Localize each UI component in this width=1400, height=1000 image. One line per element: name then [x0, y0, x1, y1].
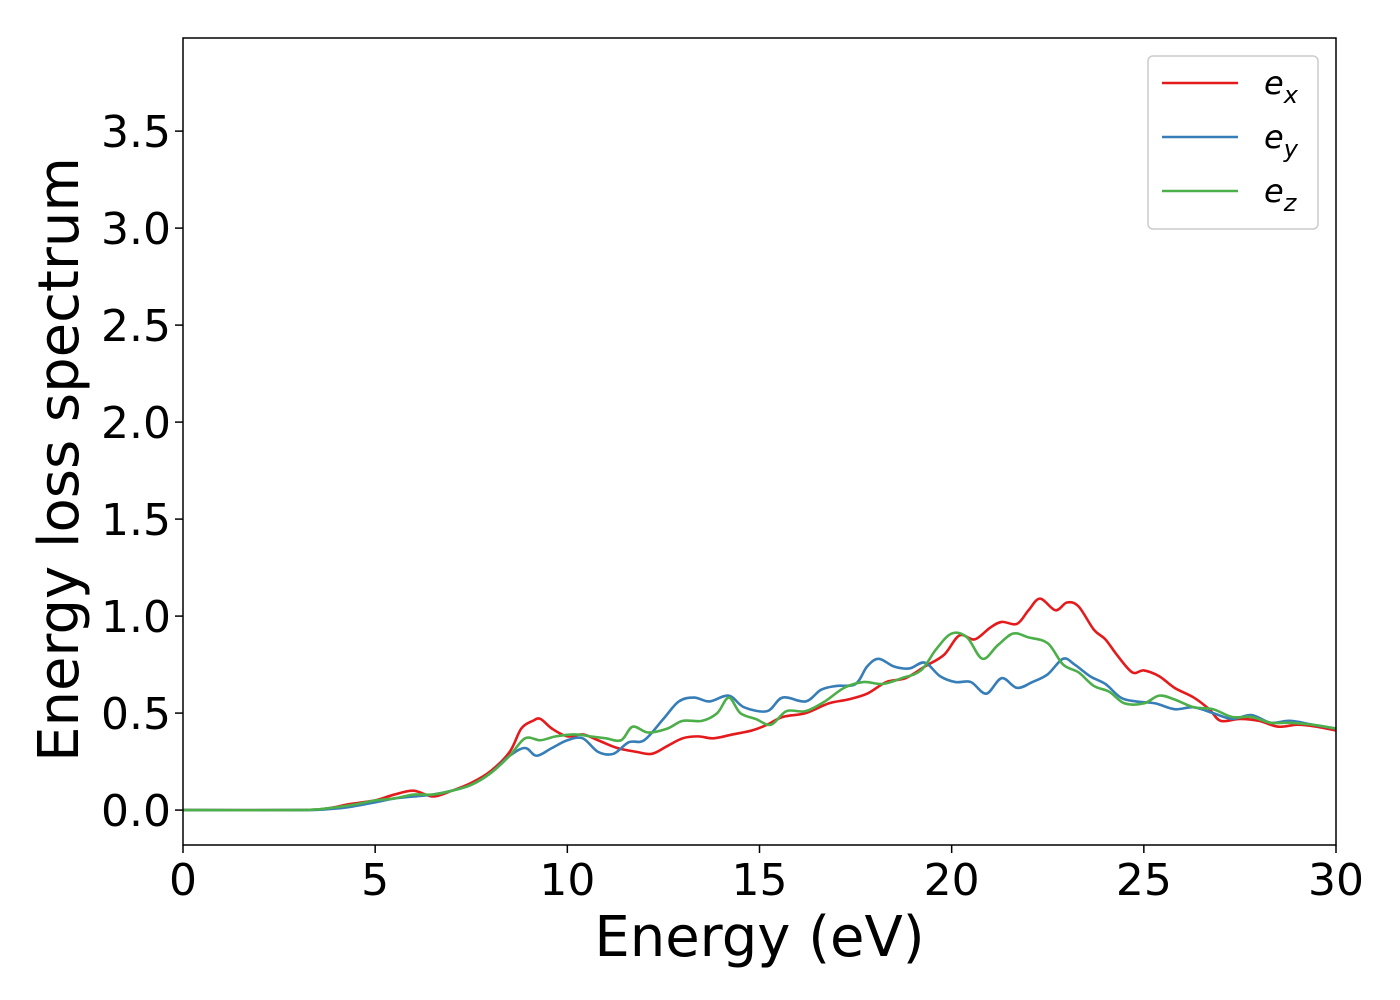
- x-tick-label: 20: [924, 855, 980, 906]
- y-tick-label: 0.0: [101, 786, 171, 837]
- series-line-ex: [183, 597, 1336, 812]
- legend-label-subscript: x: [1283, 81, 1299, 109]
- x-tick-label: 0: [169, 855, 197, 906]
- x-tick-label: 15: [732, 855, 788, 906]
- legend-label-ez: ez: [1264, 172, 1298, 217]
- x-tick-label: 25: [1116, 855, 1172, 906]
- y-tick-label: 2.5: [101, 301, 171, 352]
- x-tick-label: 10: [539, 855, 595, 906]
- y-axis: 0.0 0.5 1.0 1.5 2.0 2.5 3.0 3.5: [101, 107, 183, 837]
- legend-label-subscript: y: [1283, 135, 1299, 163]
- x-tick-label: 5: [361, 855, 389, 906]
- y-tick-label: 3.5: [101, 107, 171, 158]
- y-tick-label: 3.0: [101, 204, 171, 255]
- legend-label-subscript: z: [1283, 189, 1298, 217]
- y-tick-label: 1.0: [101, 592, 171, 643]
- legend-label-base: e: [1264, 172, 1284, 210]
- legend-label-base: e: [1264, 64, 1284, 102]
- x-axis-title: Energy (eV): [594, 905, 924, 970]
- legend-label-ex: ex: [1264, 64, 1299, 109]
- legend-label-base: e: [1264, 118, 1284, 156]
- y-axis-title: Energy loss spectrum: [27, 157, 92, 762]
- legend-label-ey: ey: [1264, 118, 1299, 163]
- y-tick-label: 1.5: [101, 495, 171, 546]
- x-tick-label: 30: [1308, 855, 1364, 906]
- legend-box: [1147, 55, 1319, 230]
- y-tick-label: 2.0: [101, 398, 171, 449]
- series-line-ez: [183, 631, 1336, 812]
- x-axis: 0 5 10 15 20 25 30: [169, 845, 1364, 906]
- series-layer: [183, 597, 1336, 812]
- y-tick-label: 0.5: [101, 689, 171, 740]
